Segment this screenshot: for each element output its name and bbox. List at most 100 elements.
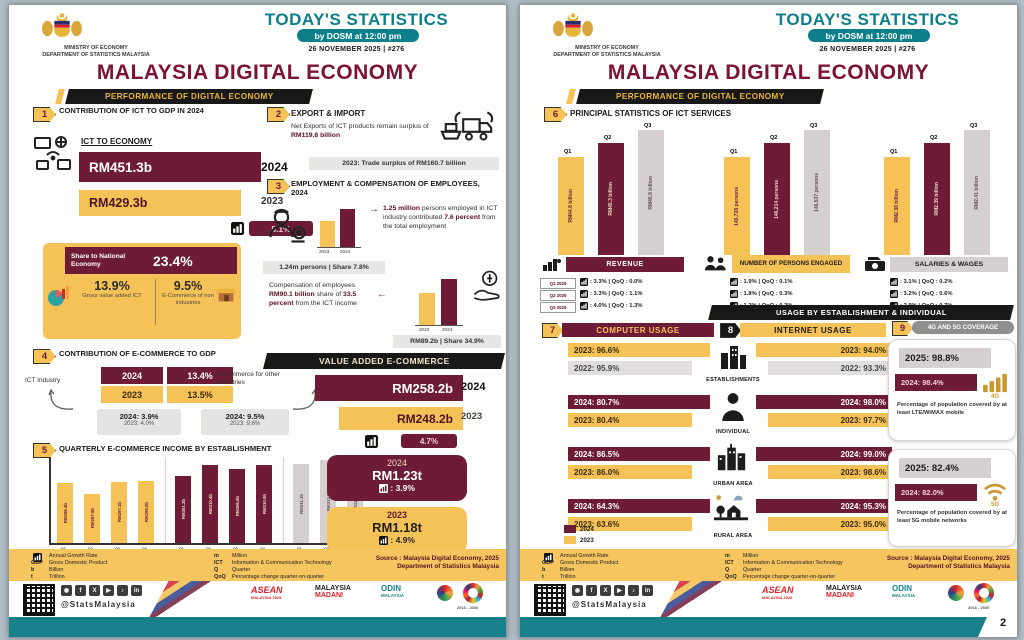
section-2-badge: 2 bbox=[267, 107, 290, 122]
footer-legend-band: Annual Growth Rate GDP Gross Domestic Pro… bbox=[520, 549, 1017, 581]
legend-row: QoQ Percentage change quarter-on-quarter bbox=[214, 574, 324, 580]
baseline bbox=[317, 247, 361, 248]
q2-label: Q2 bbox=[770, 135, 778, 141]
total-2024-growth: : 3.9% bbox=[327, 483, 467, 494]
x-axis bbox=[49, 543, 367, 545]
youtube-icon[interactable]: ▶ bbox=[614, 585, 625, 596]
linkedin-icon[interactable]: in bbox=[642, 585, 653, 596]
growth-icon bbox=[379, 484, 389, 494]
comp-2023-bar bbox=[419, 293, 435, 325]
compensation-mini-chart: 2023 2024 bbox=[415, 265, 475, 335]
section-3-title: EMPLOYMENT & COMPENSATION OF EMPLOYEES, … bbox=[291, 179, 480, 197]
coverage-ribbon: 4G AND 5G COVERAGE bbox=[912, 321, 1014, 334]
persons-q2-bar: 146,214 persons bbox=[764, 143, 790, 255]
coverage-5g-card: 2025: 82.4% 2024: 82.0% 5G Percentage of… bbox=[888, 449, 1016, 547]
va-2023-year: 2023 bbox=[461, 411, 483, 422]
total-2024-growth-value: : 3.9% bbox=[390, 483, 415, 493]
bar-2025-q1: RM311.1b bbox=[293, 464, 309, 543]
legend-row: GDP Gross Domestic Product bbox=[542, 560, 619, 566]
coverage-5g-desc: Percentage of population covered by at l… bbox=[897, 510, 1007, 524]
section-7-badge: 7 bbox=[542, 323, 563, 338]
ecom-other-2024: 2024: 9.5% bbox=[225, 412, 265, 421]
ict-gdp-2023-bar: RM429.3b bbox=[79, 190, 241, 216]
mini-year-2024: 2024 bbox=[442, 327, 453, 332]
ict-industry-label: ICT Industry bbox=[25, 377, 61, 384]
issue-date: 26 NOVEMBER 2025 | #276 bbox=[308, 46, 405, 53]
mini-year-2023: 2023 bbox=[419, 327, 430, 332]
worker-icon bbox=[265, 203, 309, 247]
malaysia-coat-of-arms bbox=[39, 11, 85, 43]
coverage-4g-2025: 2025: 98.8% bbox=[899, 348, 991, 368]
q1-label: Q1 bbox=[564, 149, 572, 155]
comp-rural-2023: 2023: 63.6% bbox=[568, 517, 692, 531]
x-icon[interactable]: X bbox=[89, 585, 100, 596]
q1-label: Q1 bbox=[890, 149, 898, 155]
gva-label: Gross value added ICT bbox=[82, 293, 142, 299]
ict-to-economy-label: ICT TO ECONOMY bbox=[81, 137, 153, 146]
coverage-5g-2025: 2025: 82.4% bbox=[899, 458, 991, 478]
coverage-5g-2024: 2024: 82.0% bbox=[895, 484, 977, 501]
q2-label: Q2 bbox=[930, 135, 938, 141]
madani-logo: MALAYSIA MADANI bbox=[826, 585, 862, 599]
revenue-q1-bar: RM44.8 billion bbox=[558, 157, 584, 255]
facebook-icon[interactable]: f bbox=[586, 585, 597, 596]
left-curve-arrow bbox=[45, 387, 75, 413]
legend-growth-label: Annual Growth Rate bbox=[49, 553, 98, 559]
social-handle[interactable]: @StatsMalaysia bbox=[572, 600, 647, 609]
qr-code[interactable] bbox=[23, 584, 55, 616]
revenue-q3-bar: RM45.9 billion bbox=[638, 130, 664, 255]
ecom-other-box: 2024: 9.5% 2023: 9.6% bbox=[201, 409, 289, 435]
legend-2023-swatch bbox=[564, 536, 576, 544]
growth-icon bbox=[33, 553, 42, 562]
value-added-banner: VALUE ADDED E-COMMERCE bbox=[263, 353, 505, 369]
net-ind-2024: 2024: 98.0% bbox=[756, 395, 892, 409]
total-2024-box: 2024 RM1.23t : 3.9% bbox=[327, 455, 467, 501]
section-9-badge: 9 bbox=[892, 321, 913, 336]
salaries-row-2: : 3.2% | QoQ : 0.6% bbox=[890, 290, 953, 298]
section-5-title: QUARTERLY E-COMMERCE INCOME BY ESTABLISH… bbox=[59, 444, 272, 453]
comp-rural-2024: 2024: 64.3% bbox=[568, 499, 710, 513]
tiktok-icon[interactable]: ♪ bbox=[628, 585, 639, 596]
instagram-icon[interactable]: ◉ bbox=[572, 585, 583, 596]
coverage-4g-card: 2025: 98.8% 2024: 98.4% 4G Percentage of… bbox=[888, 339, 1016, 441]
footer-teal-band bbox=[520, 617, 1017, 637]
legend-row: b Billion bbox=[31, 567, 64, 573]
rural-area-label: RURAL AREA bbox=[713, 533, 753, 539]
urban-area-label: URBAN AREA bbox=[713, 481, 753, 487]
statistics-title: TODAY'S STATISTICS bbox=[264, 10, 449, 29]
4g-signal-icon: 4G bbox=[981, 372, 1009, 400]
x-icon[interactable]: X bbox=[600, 585, 611, 596]
usage-banner: USAGE BY ESTABLISHMENT & INDIVIDUAL bbox=[708, 305, 1014, 320]
q3-label: Q3 bbox=[970, 123, 978, 129]
net-ind-2023: 2023: 97.7% bbox=[768, 413, 892, 427]
employed-share: 7.6 percent bbox=[444, 214, 481, 222]
facebook-icon[interactable]: f bbox=[75, 585, 86, 596]
source-note: Source : Malaysia Digital Economy, 2025 D… bbox=[375, 555, 499, 571]
share-header: Share to National Economy 23.4% bbox=[65, 247, 237, 274]
legend-row: GDP Gross Domestic Product bbox=[31, 560, 108, 566]
legend-row: m Million bbox=[214, 553, 248, 559]
dosm-time-pill: by DOSM at 12:00 pm bbox=[808, 29, 930, 42]
group-divider bbox=[283, 457, 284, 543]
instagram-icon[interactable]: ◉ bbox=[61, 585, 72, 596]
net-exports-value: RM119.8 billion bbox=[291, 132, 341, 140]
store-icon bbox=[215, 283, 237, 305]
source-note: Source : Malaysia Digital Economy, 2025 D… bbox=[886, 555, 1010, 571]
ministry-name: MINISTRY OF ECONOMY bbox=[64, 45, 128, 51]
persons-engaged-icon bbox=[704, 255, 728, 271]
salaries-icon bbox=[864, 256, 886, 272]
gva-value: 13.9% bbox=[94, 279, 130, 293]
section-1-title: CONTRIBUTION OF ICT TO GDP IN 2024 bbox=[59, 106, 204, 115]
legend-2024: 2024 bbox=[564, 525, 594, 533]
net-est-2023: 2023: 94.0% bbox=[756, 343, 892, 357]
q1-label: Q1 bbox=[730, 149, 738, 155]
social-handle[interactable]: @StatsMalaysia bbox=[61, 600, 136, 609]
bar-2023-q1: RM296.4b bbox=[57, 483, 73, 543]
employed-text2: from the total employment bbox=[383, 214, 496, 231]
salaries-q2-bar: RM2.39 billion bbox=[924, 143, 950, 255]
youtube-icon[interactable]: ▶ bbox=[103, 585, 114, 596]
linkedin-icon[interactable]: in bbox=[131, 585, 142, 596]
qr-code[interactable] bbox=[534, 584, 566, 616]
tiktok-icon[interactable]: ♪ bbox=[117, 585, 128, 596]
comp-ind-2023: 2023: 80.4% bbox=[568, 413, 692, 427]
